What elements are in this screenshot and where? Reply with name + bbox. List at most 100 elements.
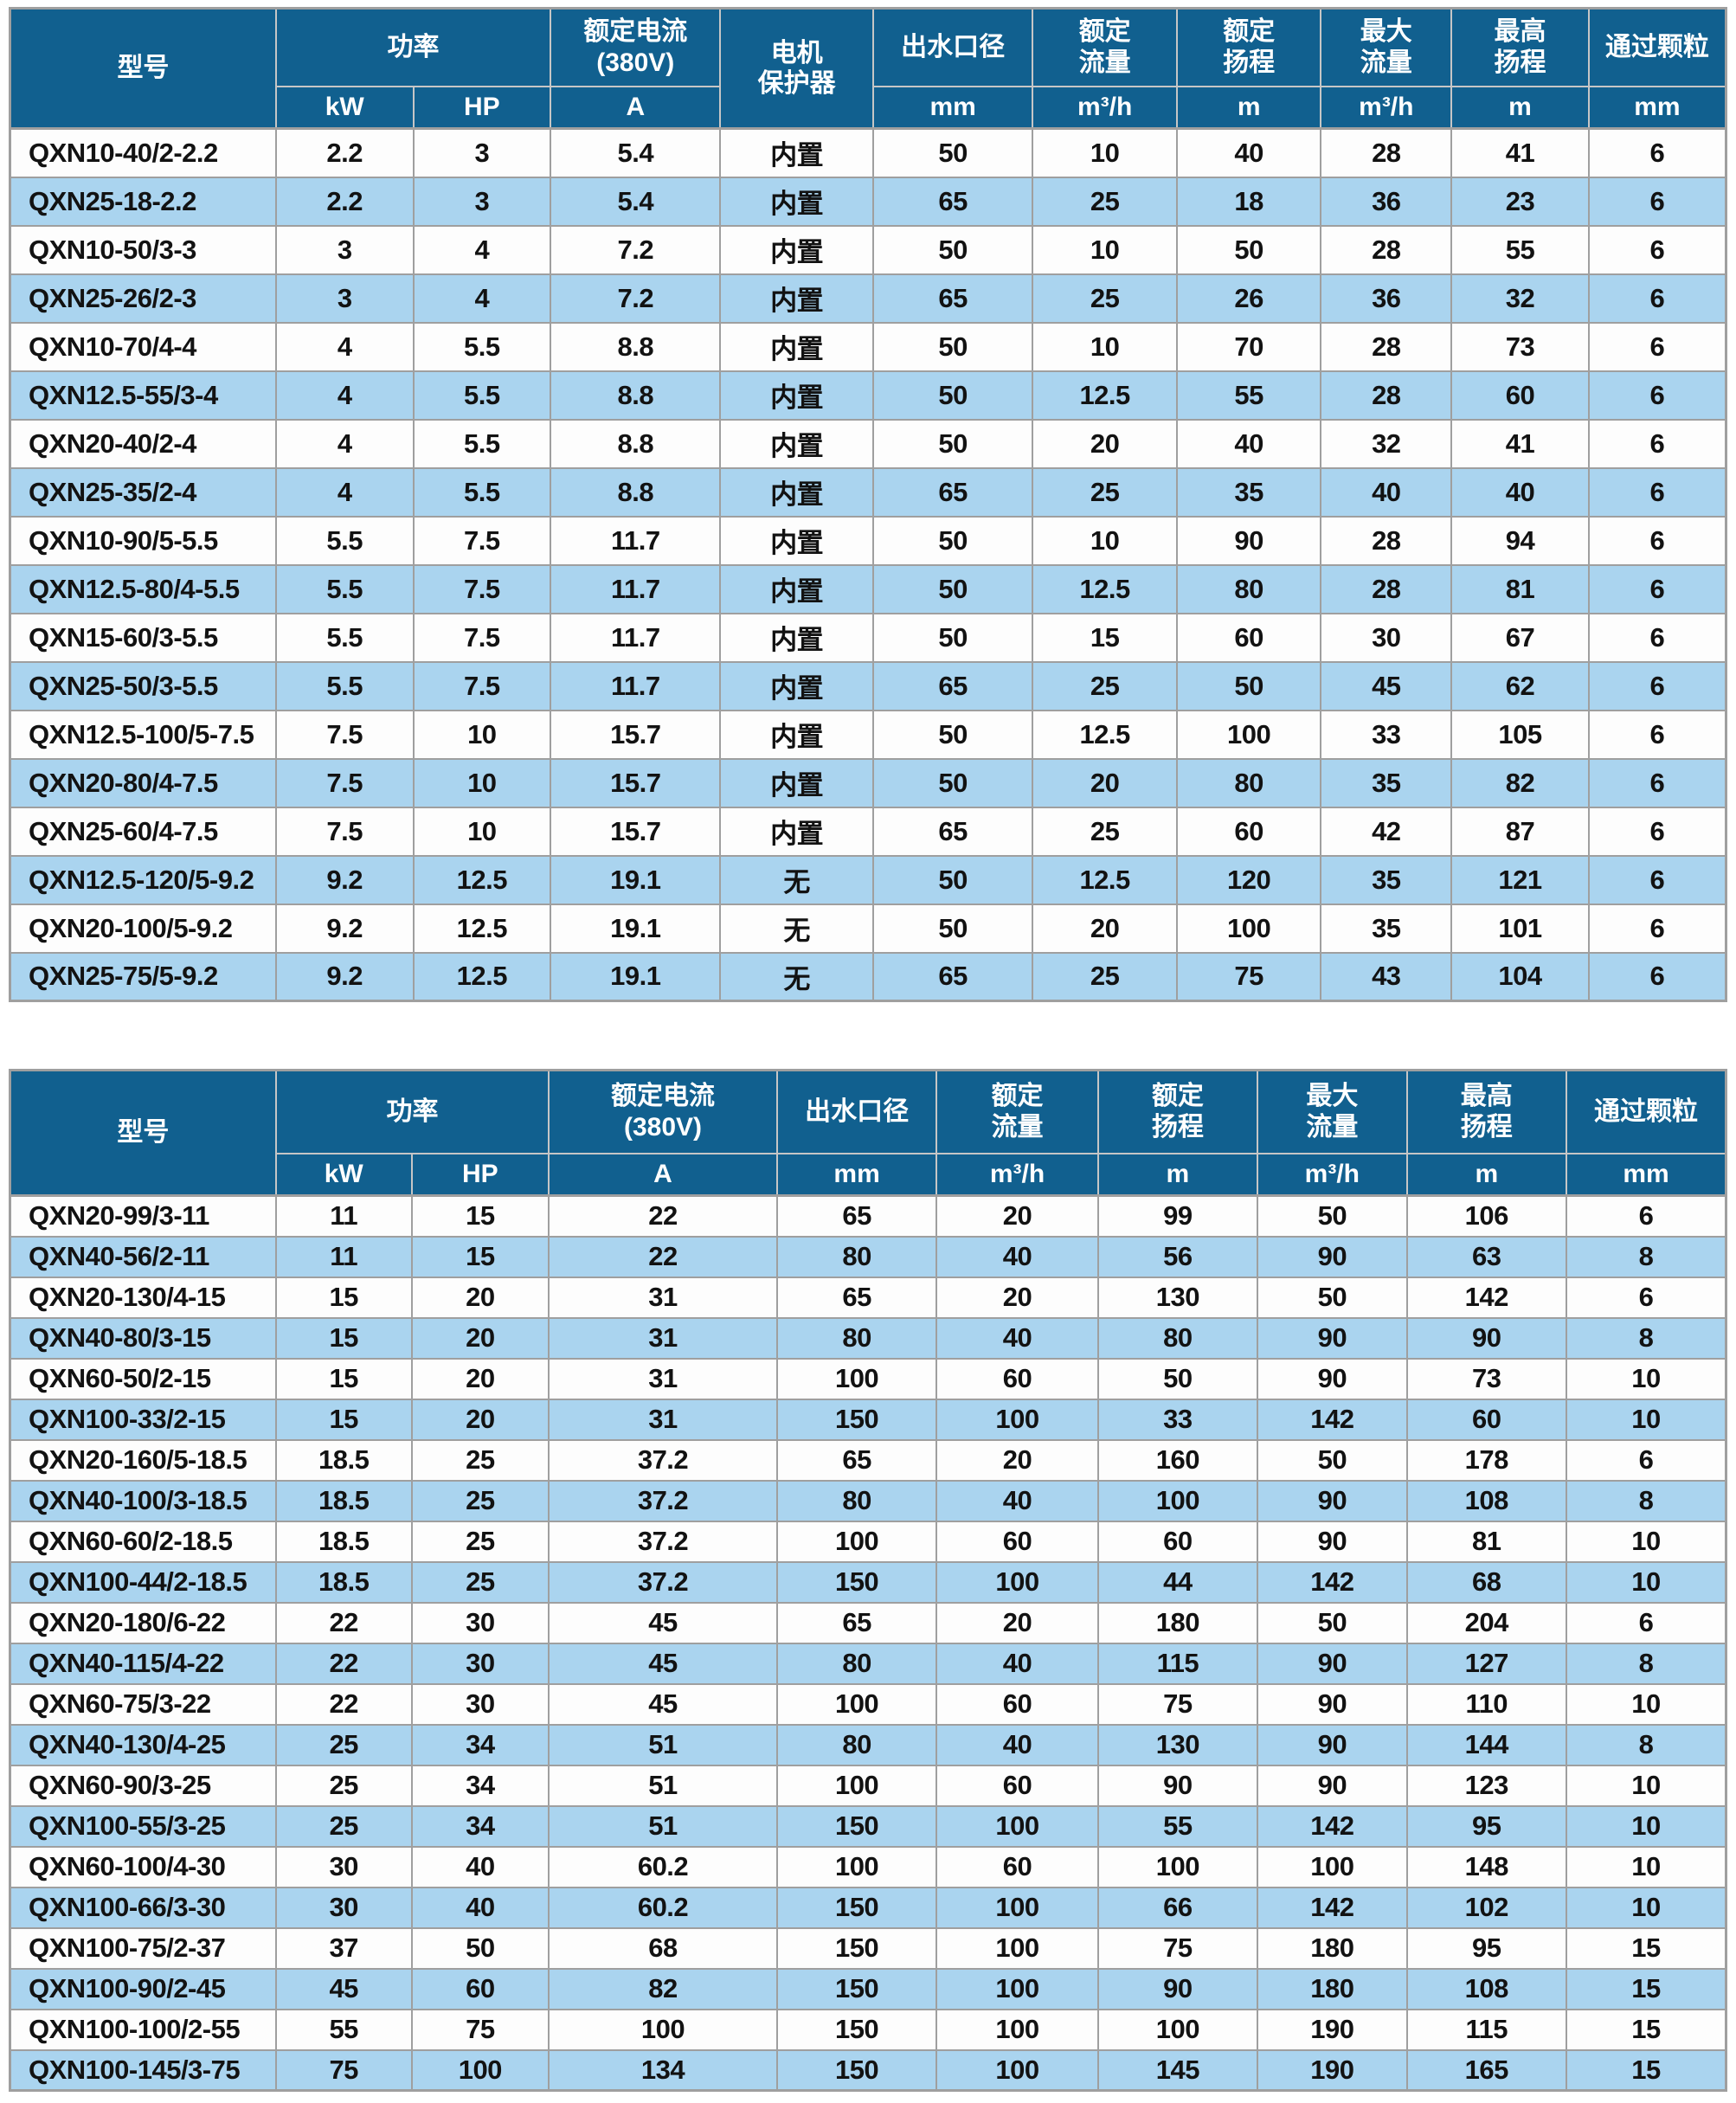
- value-cell: 25: [410, 1438, 550, 1482]
- value-cell: 60.2: [548, 1845, 778, 1888]
- value-cell: 37.2: [548, 1479, 778, 1522]
- value-cell: 32: [1320, 418, 1453, 469]
- value-cell: 190: [1257, 2048, 1408, 2092]
- value-cell: 40: [936, 1316, 1099, 1360]
- value-cell: 40: [1175, 127, 1322, 178]
- value-cell: 100: [1096, 1845, 1259, 1888]
- table-row: QXN60-100/4-30 30 40 60.2 100 60 100 100 148 10: [9, 1845, 1727, 1888]
- value-cell: 6: [1587, 515, 1727, 566]
- model-cell: QXN40-56/2-11: [9, 1235, 277, 1278]
- value-cell: 30: [410, 1601, 550, 1644]
- value-cell: 142: [1257, 1804, 1408, 1848]
- value-cell: 104: [1450, 951, 1590, 1002]
- value-cell: 22: [274, 1601, 413, 1644]
- col-header-outlet-diameter: 出水口径: [871, 7, 1034, 87]
- value-cell: 100: [775, 1520, 938, 1563]
- value-cell: 45: [548, 1601, 778, 1644]
- value-cell: 6: [1587, 709, 1727, 760]
- unit-header-kw: kW: [274, 85, 415, 130]
- unit-header-particle-mm: mm: [1587, 85, 1727, 130]
- value-cell: 7.2: [550, 224, 722, 275]
- unit-header-particle-mm: mm: [1566, 1152, 1727, 1197]
- value-cell: 15: [1566, 2048, 1727, 2092]
- model-cell: QXN25-26/2-3: [9, 273, 277, 324]
- table-row: QXN100-33/2-15 15 20 31 150 100 33 142 60 10: [9, 1398, 1727, 1441]
- value-cell: 9.2: [274, 854, 415, 905]
- table-row: QXN25-50/3-5.5 5.5 7.5 11.7 内置 65 25 50 45 62 6: [9, 660, 1727, 711]
- model-cell: QXN40-80/3-15: [9, 1316, 277, 1360]
- value-cell: 67: [1450, 612, 1590, 663]
- value-cell: 无: [719, 854, 874, 905]
- model-cell: QXN100-66/3-30: [9, 1886, 277, 1929]
- value-cell: 36: [1320, 176, 1453, 227]
- unit-header-rated-flow-m3h: m³/h: [936, 1152, 1099, 1197]
- value-cell: 75: [1096, 1682, 1259, 1726]
- value-cell: 8.8: [550, 370, 722, 421]
- table-row: QXN12.5-55/3-4 4 5.5 8.8 内置 50 12.5 55 28 60 6: [9, 370, 1727, 421]
- table-row: QXN10-90/5-5.5 5.5 7.5 11.7 内置 50 10 90 28 94 6: [9, 515, 1727, 566]
- value-cell: 40: [1175, 418, 1322, 469]
- value-cell: 63: [1405, 1235, 1568, 1278]
- table-row: QXN100-44/2-18.5 18.5 25 37.2 150 100 44 142 68 1…: [9, 1560, 1727, 1604]
- value-cell: 160: [1096, 1438, 1259, 1482]
- value-cell: 50: [871, 418, 1034, 469]
- value-cell: 6: [1587, 466, 1727, 518]
- value-cell: 60: [1405, 1398, 1568, 1441]
- value-cell: 25: [274, 1804, 413, 1848]
- value-cell: 7.5: [412, 563, 552, 614]
- value-cell: 165: [1405, 2048, 1568, 2092]
- value-cell: 30: [410, 1682, 550, 1726]
- col-header-outlet-diameter: 出水口径: [775, 1069, 938, 1154]
- value-cell: 105: [1450, 709, 1590, 760]
- col-header-model: 型号: [9, 1069, 277, 1197]
- table-1-body: QXN10-40/2-2.2 2.2 3 5.4 内置 50 10 40 28 41 6 QXN25-…: [9, 127, 1727, 1002]
- value-cell: 101: [1450, 903, 1590, 954]
- value-cell: 40: [410, 1886, 550, 1929]
- value-cell: 80: [775, 1723, 938, 1766]
- value-cell: 75: [1175, 951, 1322, 1002]
- table-row: QXN20-180/6-22 22 30 45 65 20 180 50 204 6: [9, 1601, 1727, 1644]
- value-cell: 150: [775, 1398, 938, 1441]
- value-cell: 100: [1096, 2008, 1259, 2051]
- value-cell: 100: [936, 2048, 1099, 2092]
- value-cell: 37.2: [548, 1520, 778, 1563]
- value-cell: 31: [548, 1276, 778, 1319]
- value-cell: 10: [1566, 1357, 1727, 1400]
- value-cell: 12.5: [1032, 709, 1178, 760]
- value-cell: 51: [548, 1723, 778, 1766]
- value-cell: 内置: [719, 612, 874, 663]
- model-cell: QXN25-18-2.2: [9, 176, 277, 227]
- value-cell: 44: [1096, 1560, 1259, 1604]
- value-cell: 50: [871, 709, 1034, 760]
- value-cell: 内置: [719, 273, 874, 324]
- model-cell: QXN20-160/5-18.5: [9, 1438, 277, 1482]
- value-cell: 51: [548, 1804, 778, 1848]
- table-row: QXN10-50/3-3 3 4 7.2 内置 50 10 50 28 55 6: [9, 224, 1727, 275]
- value-cell: 6: [1566, 1276, 1727, 1319]
- table-row: QXN10-70/4-4 4 5.5 8.8 内置 50 10 70 28 73 6: [9, 321, 1727, 372]
- value-cell: 80: [775, 1235, 938, 1278]
- value-cell: 90: [1096, 1967, 1259, 2010]
- value-cell: 95: [1405, 1804, 1568, 1848]
- value-cell: 4: [412, 273, 552, 324]
- value-cell: 50: [871, 612, 1034, 663]
- table-1-header: 型号 功率 额定电流 (380V) 电机 保护器 出水口径 额定 流量 额定 扬…: [9, 7, 1727, 130]
- value-cell: 18.5: [274, 1479, 413, 1522]
- value-cell: 8.8: [550, 321, 722, 372]
- value-cell: 43: [1320, 951, 1453, 1002]
- model-cell: QXN100-33/2-15: [9, 1398, 277, 1441]
- model-cell: QXN100-145/3-75: [9, 2048, 277, 2092]
- unit-header-hp: HP: [410, 1152, 550, 1197]
- unit-header-rated-head-m: m: [1175, 85, 1322, 130]
- table-row: QXN100-100/2-55 55 75 100 150 100 100 190 115 15: [9, 2008, 1727, 2051]
- table-2-header: 型号 功率 额定电流 (380V) 出水口径 额定 流量 额定 扬程 最大 流量…: [9, 1069, 1727, 1197]
- value-cell: 10: [1566, 1886, 1727, 1929]
- value-cell: 20: [410, 1276, 550, 1319]
- model-cell: QXN12.5-55/3-4: [9, 370, 277, 421]
- value-cell: 45: [274, 1967, 413, 2010]
- value-cell: 25: [410, 1479, 550, 1522]
- value-cell: 90: [1257, 1520, 1408, 1563]
- value-cell: 28: [1320, 370, 1453, 421]
- value-cell: 6: [1587, 612, 1727, 663]
- value-cell: 15: [1566, 1926, 1727, 1970]
